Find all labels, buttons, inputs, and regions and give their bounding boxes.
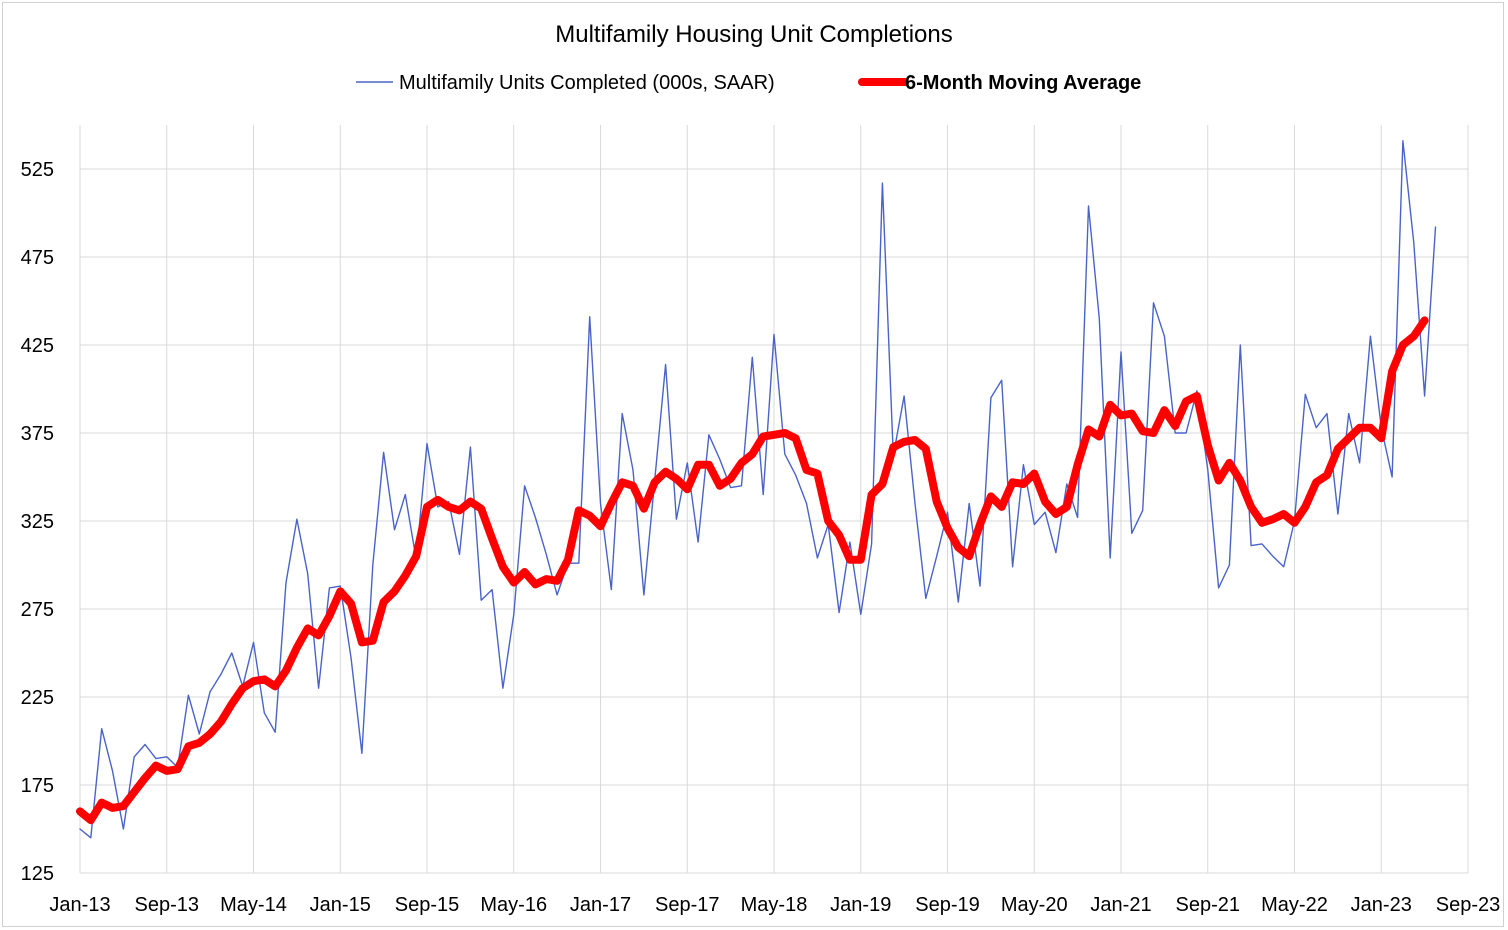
legend: Multifamily Units Completed (000s, SAAR)… — [356, 72, 1141, 94]
y-tick-label: 225 — [21, 687, 54, 709]
x-tick-label: May-22 — [1261, 894, 1328, 916]
y-tick-label: 475 — [21, 247, 54, 269]
y-tick-label: 425 — [21, 335, 54, 357]
x-tick-label: May-18 — [741, 894, 808, 916]
y-tick-label: 525 — [21, 159, 54, 181]
x-tick-label: Sep-13 — [135, 894, 200, 916]
y-tick-label: 325 — [21, 511, 54, 533]
units-completed-line — [79, 140, 1437, 839]
x-tick-label: Sep-17 — [655, 894, 720, 916]
x-tick-label: Jan-15 — [310, 894, 371, 916]
legend-label-units: Multifamily Units Completed (000s, SAAR) — [399, 72, 775, 94]
x-tick-label: May-16 — [480, 894, 547, 916]
y-tick-label: 375 — [21, 423, 54, 445]
y-tick-label: 175 — [21, 775, 54, 797]
x-tick-label: May-14 — [220, 894, 287, 916]
y-tick-label: 275 — [21, 599, 54, 621]
x-tick-label: Jan-19 — [830, 894, 891, 916]
x-tick-label: Jan-21 — [1090, 894, 1151, 916]
y-tick-label: 125 — [21, 863, 54, 885]
legend-label-moving-average: 6-Month Moving Average — [905, 72, 1141, 94]
x-tick-label: Sep-23 — [1436, 894, 1501, 916]
x-tick-label: Sep-21 — [1176, 894, 1241, 916]
x-tick-label: Jan-17 — [570, 894, 631, 916]
x-axis-ticks: Jan-13 Sep-13 May-14 Jan-15 Sep-15 May-16 Jan-… — [49, 894, 1500, 916]
series-lines — [76, 140, 1437, 839]
gridlines — [79, 125, 1469, 874]
x-tick-label: Sep-15 — [395, 894, 460, 916]
y-axis-ticks: 125 175 225 275 325 375 425 475 525 — [21, 159, 54, 885]
x-tick-label: Jan-23 — [1351, 894, 1412, 916]
chart-title: Multifamily Housing Unit Completions — [555, 21, 952, 48]
x-tick-label: Jan-13 — [49, 894, 110, 916]
x-tick-label: Sep-19 — [915, 894, 980, 916]
x-tick-label: May-20 — [1001, 894, 1068, 916]
moving-average-line — [76, 316, 1429, 825]
